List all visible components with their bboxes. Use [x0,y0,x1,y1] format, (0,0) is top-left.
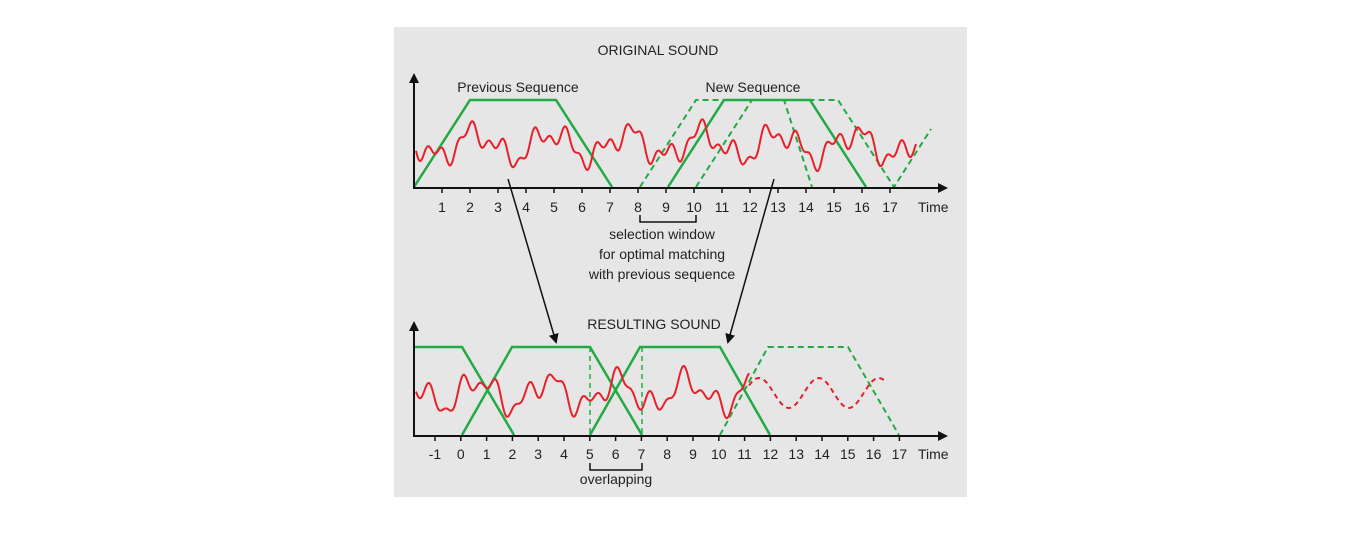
previous-to-result-arrow [507,178,559,344]
top-tick-label: 4 [522,199,530,215]
top-tick-label: 5 [550,199,558,215]
top-tick-label: 2 [466,199,474,215]
original-sound-title: ORIGINAL SOUND [598,42,719,58]
selection-caption-line-1: selection window [609,226,716,242]
bottom-tick-label: 1 [483,446,491,462]
bottom-tick-label: 0 [457,446,465,462]
diagram-background [394,27,967,497]
bottom-tick-label: 15 [840,446,856,462]
bottom-tick-label: 11 [737,446,752,462]
bottom-tick-label: 7 [638,446,646,462]
overlap-bracket [589,463,643,471]
bottom-tick-label: -1 [429,446,442,462]
overlap-caption: overlapping [580,471,652,487]
top-tick-label: 1 [438,199,446,215]
selection-caption-line-2: for optimal matching [599,246,725,262]
bottom-tick-label: 8 [663,446,671,462]
previous-sequence-window [412,98,614,188]
diagram-figure: ORIGINAL SOUND Previous Sequence New Seq… [394,27,967,497]
top-tick-label: 14 [798,199,814,215]
top-tick-label: 11 [715,199,730,215]
new-sequence-label: New Sequence [706,79,801,95]
bottom-tick-label: 9 [689,446,697,462]
bottom-tick-label: 16 [866,446,882,462]
top-tick-label: 17 [882,199,898,215]
selection-window-bracket [639,215,697,223]
bottom-tick-label: 4 [560,446,568,462]
bottom-tick-label: 12 [763,446,779,462]
original-sound-waveform [415,118,917,173]
selection-window-early [639,99,813,188]
selection-window-late [695,99,932,189]
top-tick-label: 7 [606,199,614,215]
bottom-tick-label: 3 [534,446,542,462]
top-tick-label: 3 [494,199,502,215]
top-tick-label: 6 [578,199,586,215]
top-tick-label: 15 [826,199,842,215]
bottom-tick-label: 13 [788,446,804,462]
diagram-svg: ORIGINAL SOUND Previous Sequence New Seq… [394,27,967,497]
bottom-tick-label: 2 [509,446,517,462]
top-x-ticks: 1 2 3 4 5 6 7 8 9 10 11 12 13 14 15 16 17 [438,188,898,215]
bottom-tick-label: 17 [892,446,908,462]
top-tick-label: 9 [662,199,670,215]
selection-caption-line-3: with previous sequence [588,266,736,282]
bottom-tick-label: 10 [711,446,727,462]
previous-sequence-label: Previous Sequence [457,79,579,95]
top-tick-label: 13 [770,199,786,215]
new-sequence-window [666,98,868,188]
top-time-label: Time [918,199,949,215]
bottom-x-ticks: -1 0 1 2 3 4 5 6 7 8 9 10 11 12 13 14 15 16 17 [429,436,908,462]
bottom-tick-label: 6 [612,446,620,462]
bottom-tick-label: 14 [814,446,830,462]
top-tick-label: 16 [854,199,870,215]
result-window-a [414,345,516,436]
resulting-sound-continuation [748,376,885,410]
new-to-result-arrow [725,178,775,344]
resulting-sound-waveform [415,364,750,420]
top-tick-label: 12 [742,199,758,215]
top-tick-label: 8 [634,199,642,215]
top-tick-label: 10 [686,199,702,215]
bottom-time-label: Time [918,446,949,462]
resulting-sound-title: RESULTING SOUND [587,316,721,332]
result-window-next [719,346,900,436]
bottom-tick-label: 5 [586,446,594,462]
